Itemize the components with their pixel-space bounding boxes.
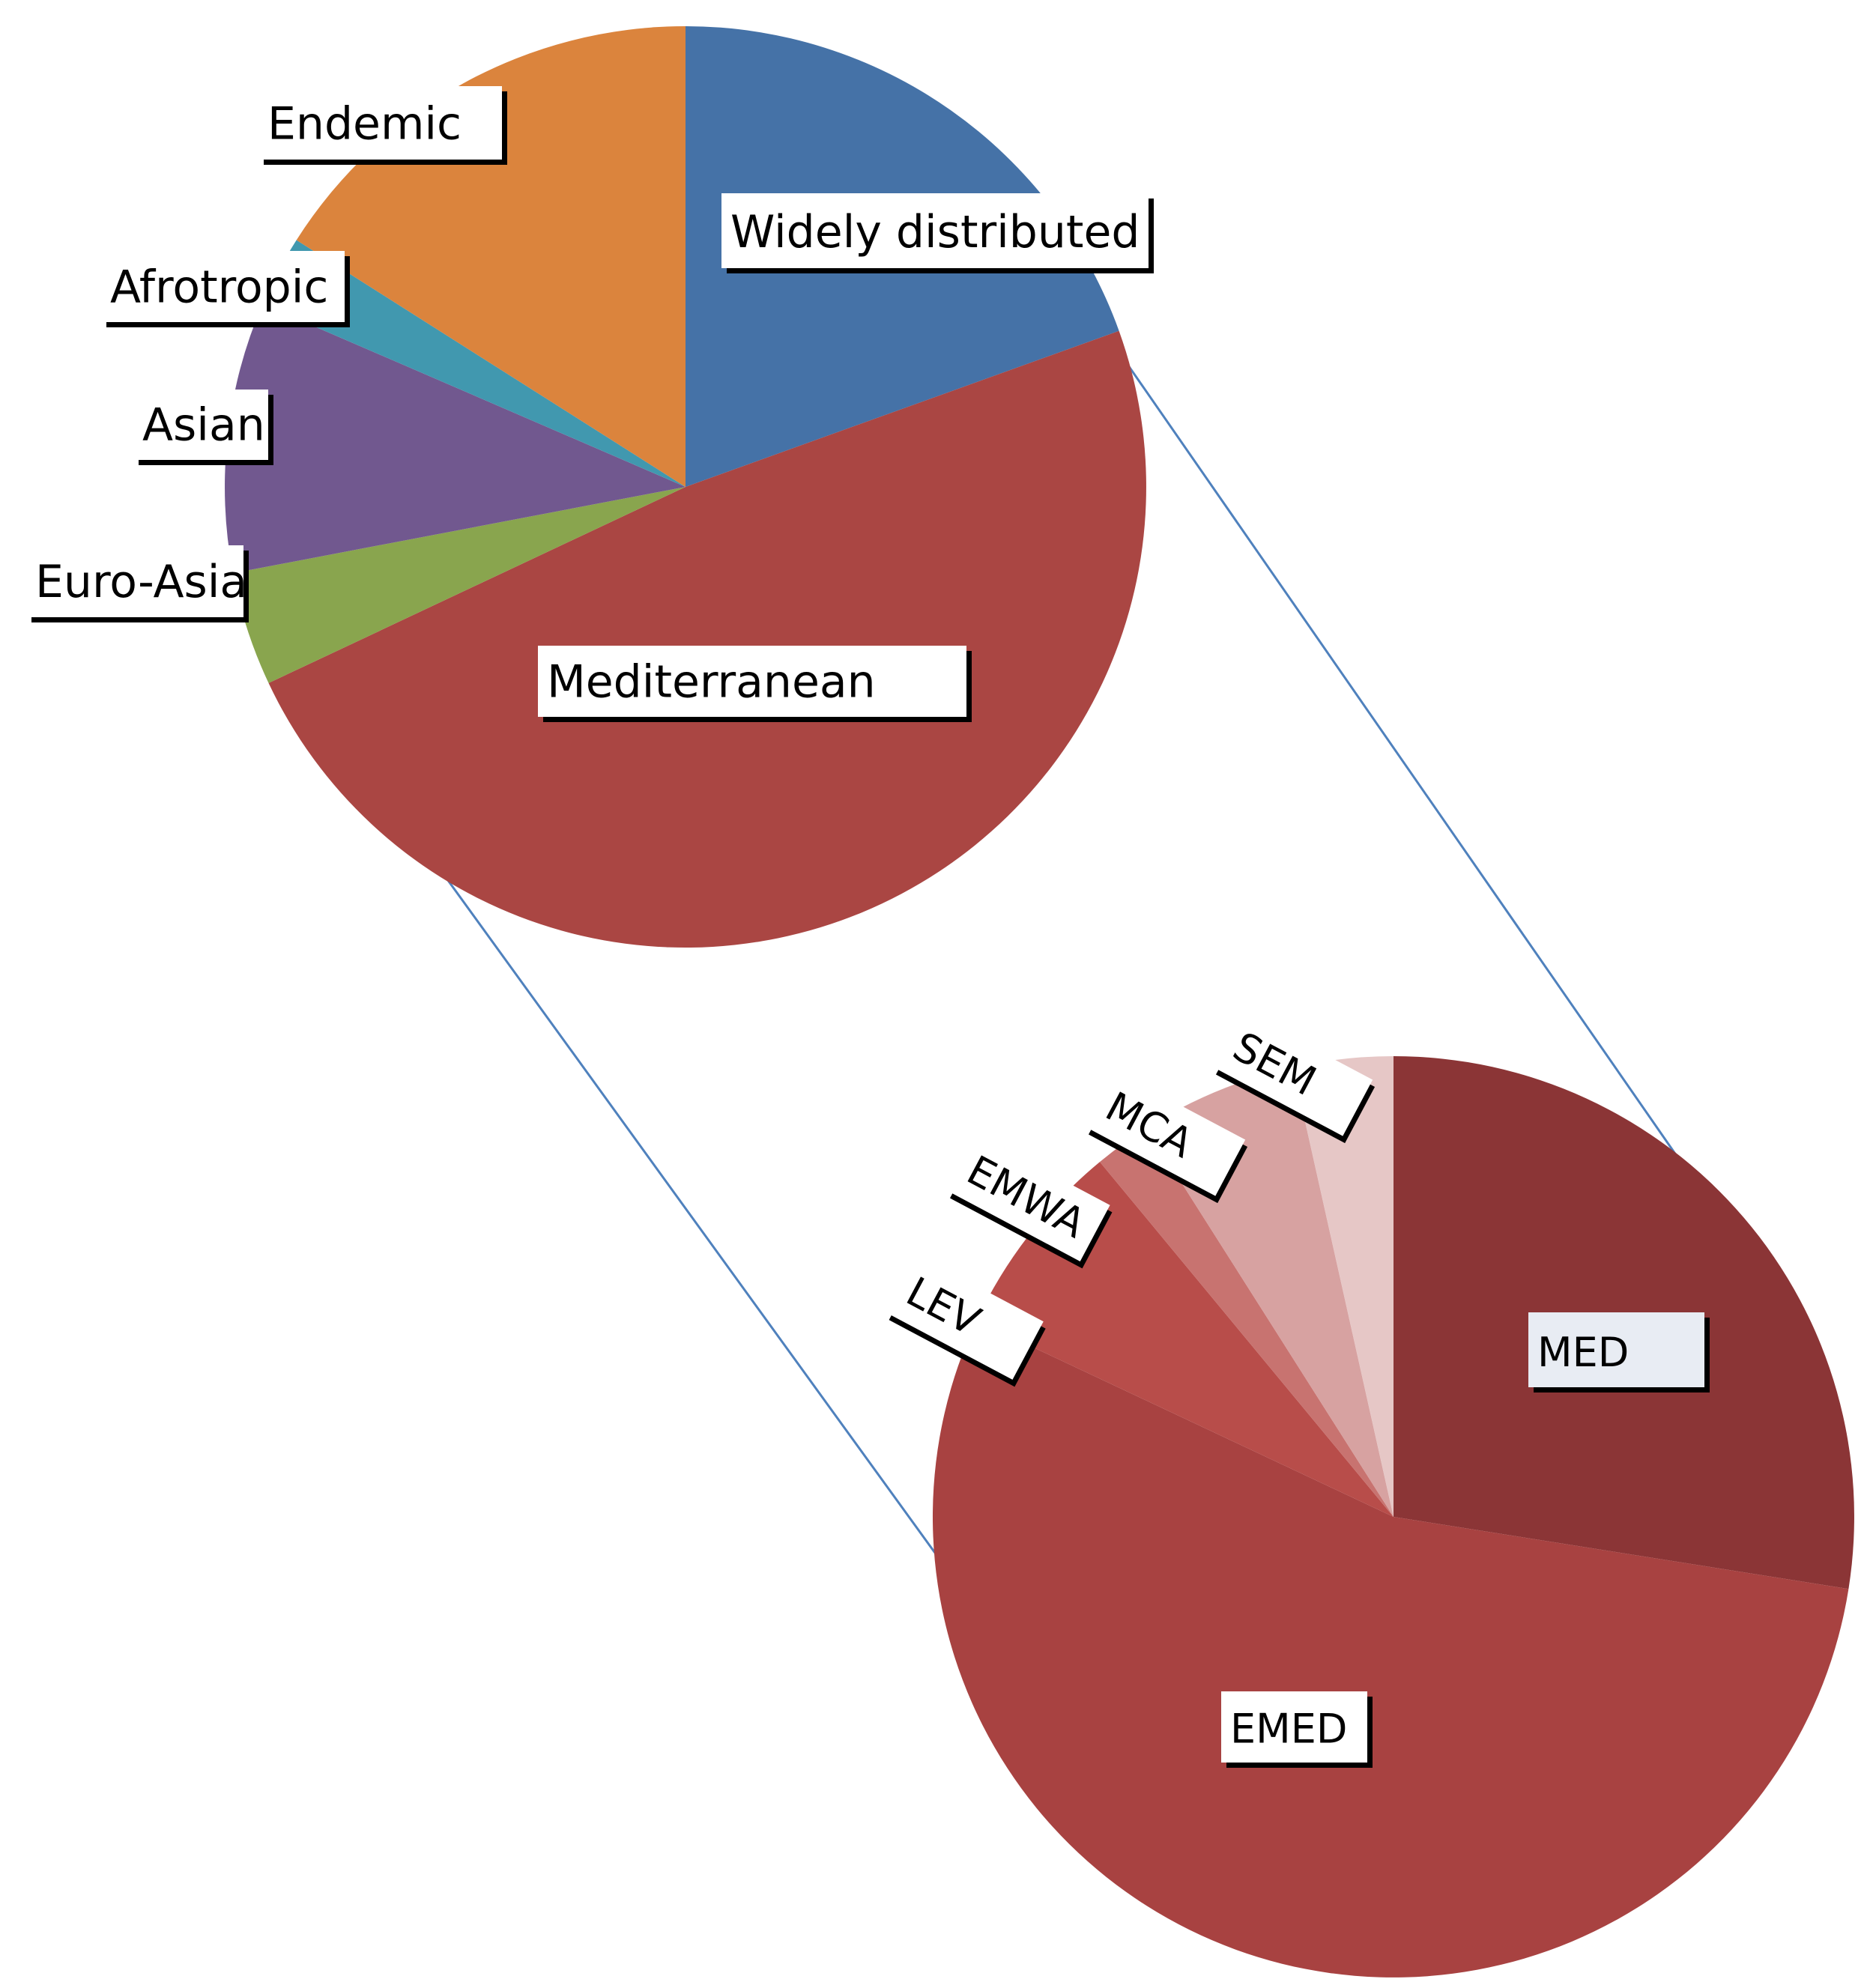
- label-emed: EMED: [1221, 1691, 1373, 1768]
- label-box: [26, 545, 243, 617]
- label-box: [721, 193, 1149, 268]
- label-mediterranean: Mediterranean: [538, 646, 972, 722]
- label-asian: Asian: [133, 390, 273, 465]
- slice-emed: [932, 1321, 1849, 1978]
- label-afrotropic: Afrotropic: [101, 251, 350, 327]
- label-box: [1221, 1691, 1367, 1763]
- label-emwa: EMWA: [948, 1135, 1113, 1269]
- label-text-widely-distributed: Widely distributed: [730, 206, 1140, 258]
- connector-line-lower: [356, 754, 940, 1559]
- label-endemic: Endemic: [258, 86, 507, 165]
- label-box: [538, 646, 966, 717]
- label-box: [886, 1255, 1044, 1380]
- label-sem: SEM: [1214, 1011, 1376, 1144]
- slice-asian: [225, 303, 686, 574]
- label-euro-asia: Euro-Asia: [26, 545, 249, 622]
- label-med: MED: [1528, 1312, 1710, 1392]
- slice-euro-asia: [232, 487, 686, 683]
- label-text-euro-asia: Euro-Asia: [35, 556, 247, 608]
- label-box: [1528, 1312, 1704, 1387]
- breakdown-pie: [932, 1056, 1854, 1978]
- label-text-emed: EMED: [1230, 1705, 1347, 1752]
- label-box: [133, 390, 268, 460]
- label-box: [101, 251, 345, 322]
- slice-mediterranean: [268, 330, 1146, 948]
- label-text-endemic: Endemic: [267, 98, 462, 151]
- label-box: [948, 1135, 1110, 1261]
- label-text-asian: Asian: [142, 399, 265, 452]
- slice-sem: [1292, 1056, 1394, 1517]
- label-text-mediterranean: Mediterranean: [547, 655, 876, 708]
- label-box: [258, 86, 502, 160]
- label-widely-distributed: Widely distributed: [721, 193, 1154, 273]
- slice-afrotropic: [262, 240, 686, 487]
- slice-emwa: [1100, 1127, 1394, 1517]
- label-box: [1086, 1070, 1246, 1196]
- label-text-med: MED: [1537, 1329, 1629, 1376]
- slice-labels: Widely distributed Mediterranean Euro-Asia…: [26, 86, 1710, 1768]
- label-box: [1214, 1011, 1373, 1136]
- label-text-afrotropic: Afrotropic: [110, 261, 328, 313]
